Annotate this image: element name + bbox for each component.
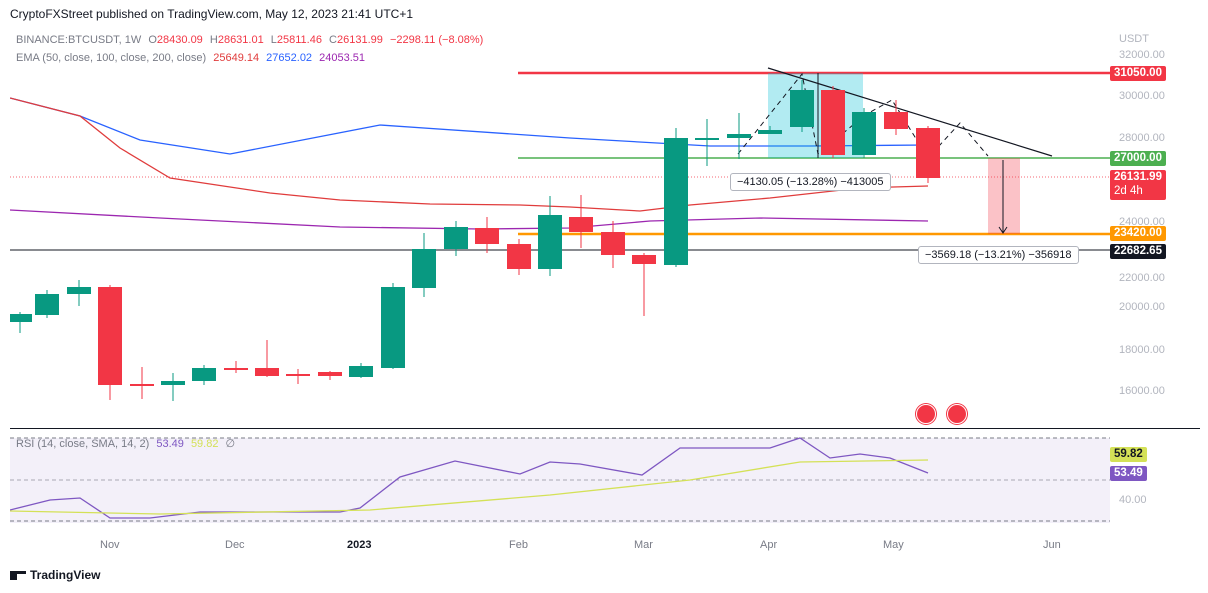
publisher-line: CryptoFXStreet published on TradingView.… [10, 7, 414, 21]
measure-label-1[interactable]: −4130.05 (−13.28%) −413005 [730, 173, 891, 191]
candle-bullish [664, 128, 688, 267]
target-price-tag[interactable]: 23420.00 [1110, 226, 1166, 241]
tradingview-logo[interactable]: TradingView [10, 568, 100, 582]
rsi-tick: 40.00 [1119, 494, 1147, 506]
price-tick: 30000.00 [1119, 90, 1165, 102]
measure-zone-1[interactable] [768, 73, 863, 158]
rsi-title: RSI (14, close, SMA, 14, 2) [16, 438, 150, 450]
candle-bearish [916, 126, 940, 183]
candle-bullish [695, 119, 719, 166]
current-price-tag[interactable]: 26131.99 2d 4h [1110, 170, 1166, 200]
time-label: Nov [100, 539, 120, 551]
candle-bearish [286, 369, 310, 384]
trend-line[interactable] [767, 67, 1053, 157]
candle-bullish [192, 365, 216, 385]
candle-bullish [758, 126, 782, 134]
symbol-name[interactable]: BINANCE:BTCUSDT, 1W [16, 34, 142, 46]
ema200-value: 24053.51 [319, 52, 366, 64]
rsi-sma-line [10, 459, 929, 515]
tradingview-brand-text: TradingView [30, 568, 101, 582]
time-label: 2023 [347, 539, 372, 551]
symbol-legend: BINANCE:BTCUSDT, 1W O28430.09 H28631.01 … [16, 34, 491, 46]
price-chart-svg [10, 67, 1110, 523]
ohlc-values: O28430.09 H28631.01 L25811.46 C26131.99 … [148, 34, 484, 46]
ema100-value: 27652.02 [266, 52, 313, 64]
candle-bullish [852, 108, 876, 158]
ema50-line [10, 97, 929, 212]
rsi-value: 53.49 [156, 438, 184, 450]
rsi-empty-value: ∅ [225, 438, 236, 450]
candle-bearish [255, 340, 279, 377]
ema100-line [10, 97, 929, 155]
time-label: Mar [634, 539, 653, 551]
candle-bullish [381, 283, 405, 369]
ema-legend[interactable]: EMA (50, close, 100, close, 200, close) … [16, 52, 369, 64]
price-tick: 20000.00 [1119, 301, 1165, 313]
rsi-sma-tag: 59.82 [1110, 447, 1147, 462]
candle-bearish [507, 239, 531, 275]
candle-bullish [35, 290, 59, 318]
candle-bearish [318, 371, 342, 380]
ema200-line [10, 209, 929, 230]
price-tick: 16000.00 [1119, 385, 1165, 397]
candle-bearish [130, 367, 154, 399]
candle-bullish [10, 312, 32, 333]
rsi-legend[interactable]: RSI (14, close, SMA, 14, 2) 53.49 59.82 … [16, 437, 239, 450]
time-label: Jun [1043, 539, 1061, 551]
tradingview-logo-icon [10, 571, 26, 581]
time-label: Feb [509, 539, 528, 551]
candle-bullish [161, 373, 185, 401]
price-tick: 18000.00 [1119, 344, 1165, 356]
bar-countdown: 2d 4h [1114, 185, 1143, 197]
candle-bullish [412, 233, 436, 297]
event-flag-icon[interactable] [916, 404, 936, 424]
candle-bullish [67, 280, 91, 306]
candle-bearish [569, 195, 593, 248]
candle-bearish [601, 221, 625, 268]
price-tick: 32000.00 [1119, 49, 1165, 61]
candle-bullish [538, 196, 562, 276]
rsi-line [10, 437, 929, 519]
candle-bullish [444, 221, 468, 256]
resistance-price-tag[interactable]: 31050.00 [1110, 66, 1166, 81]
price-tick: 28000.00 [1119, 132, 1165, 144]
current-price-value: 26131.99 [1114, 171, 1162, 183]
axis-currency: USDT [1119, 33, 1149, 45]
chart-plot-area[interactable] [10, 28, 1115, 556]
rsi-value-tag: 53.49 [1110, 466, 1147, 481]
measure-zone-2[interactable] [988, 158, 1020, 234]
price-tick: 24000.00 [1119, 216, 1165, 228]
ema-title: EMA (50, close, 100, close, 200, close) [16, 52, 207, 64]
candle-bullish [349, 363, 373, 378]
time-label: Dec [225, 539, 245, 551]
price-tick: 22000.00 [1119, 272, 1165, 284]
candle-bearish [632, 253, 656, 316]
candle-bearish [884, 100, 908, 135]
event-flag-icon[interactable] [947, 404, 967, 424]
support-price-tag[interactable]: 27000.00 [1110, 151, 1166, 166]
candle-bearish [821, 86, 845, 158]
candle-bullish [790, 80, 814, 132]
time-label: May [883, 539, 904, 551]
ema50-value: 25649.14 [213, 52, 260, 64]
candle-bullish [727, 113, 751, 159]
rsi-sma-value: 59.82 [190, 438, 219, 450]
pane-separator[interactable] [10, 428, 1200, 429]
black-line-price-tag[interactable]: 22682.65 [1110, 244, 1166, 259]
measure-label-2[interactable]: −3569.18 (−13.21%) −356918 [918, 246, 1079, 264]
candle-bearish [98, 285, 122, 400]
candle-bearish [475, 217, 499, 253]
candle-series [10, 80, 940, 401]
time-label: Apr [760, 539, 778, 551]
candle-bearish [224, 361, 248, 373]
